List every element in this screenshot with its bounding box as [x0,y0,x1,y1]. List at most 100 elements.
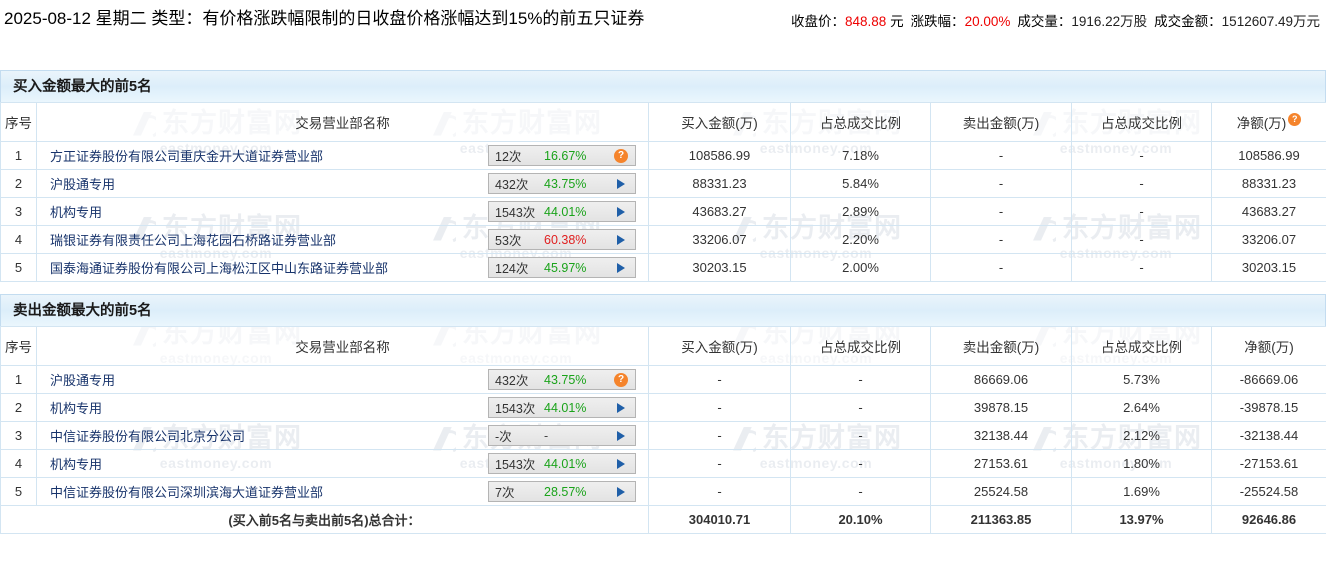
net-amount: -25524.58 [1211,477,1326,506]
dept-name-cell: 机构专用 1543次 44.01% [36,197,649,226]
col-dept-name: 交易营业部名称 [36,326,649,366]
net-amount: -27153.61 [1211,449,1326,478]
table-row[interactable]: 5 国泰海通证券股份有限公司上海松江区中山东路证券营业部 124次 45.97% 302… [0,253,1326,282]
summary-net-amount: 92646.86 [1211,505,1326,534]
buy-amount: 88331.23 [648,169,791,198]
table-row[interactable]: 4 瑞银证券有限责任公司上海花园石桥路证券营业部 53次 60.38% 33206.07… [0,225,1326,254]
col-sell-pct: 占总成交比例 [1071,102,1212,142]
trade-win-rate: 43.75% [544,372,587,387]
dept-name-link[interactable]: 机构专用 [50,457,103,472]
table-row[interactable]: 2 沪股通专用 432次 43.75% 88331.23 5.84% - -88331.23 [0,169,1326,198]
col-net-label: 净额(万) [1236,116,1287,131]
triangle-right-icon[interactable] [617,178,625,189]
trade-count-badge[interactable]: -次 - [488,425,636,446]
dept-name-link[interactable]: 方正证券股份有限公司重庆金开大道证券营业部 [50,149,324,164]
trade-count: 12次 [495,150,522,164]
net-amount: 30203.15 [1211,253,1326,282]
trade-win-rate: 44.01% [544,400,587,415]
trade-win-rate: 16.67% [544,148,587,163]
col-buy-pct: 占总成交比例 [790,102,931,142]
triangle-right-icon[interactable] [617,430,625,441]
trade-count-badge[interactable]: 432次 43.75% [488,173,636,194]
buy-amount: - [648,477,791,506]
sell-amount: 39878.15 [930,393,1072,422]
buy-pct: 2.00% [790,253,931,282]
badge-icon-slot [613,206,629,217]
row-index: 1 [0,141,37,170]
volume-value: 1916.22万股 [1071,14,1148,29]
sell-pct: - [1071,225,1212,254]
buy-pct: - [790,449,931,478]
dept-name-link[interactable]: 机构专用 [50,205,103,220]
dept-name-link[interactable]: 沪股通专用 [50,373,116,388]
table-row[interactable]: 3 机构专用 1543次 44.01% 43683.27 2.89% - -43683.27 [0,197,1326,226]
net-amount: 33206.07 [1211,225,1326,254]
trade-count: 1543次 [495,206,536,220]
badge-icon-slot [613,486,629,497]
col-sell-amount: 卖出金额(万) [930,102,1072,142]
summary-buy-pct: 20.10% [790,505,931,534]
triangle-right-icon[interactable] [617,458,625,469]
net-amount: -32138.44 [1211,421,1326,450]
triangle-right-icon[interactable] [617,402,625,413]
buy-table-header-row: 序号 交易营业部名称 买入金额(万) 占总成交比例 卖出金额(万) 占总成交比例… [0,102,1326,142]
dept-name-link[interactable]: 国泰海通证券股份有限公司上海松江区中山东路证券营业部 [50,261,389,276]
trade-count-badge[interactable]: 1543次 44.01% [488,201,636,222]
dept-name-cell: 沪股通专用 432次 43.75%? [36,365,649,394]
trade-count-badge[interactable]: 124次 45.97% [488,257,636,278]
row-index: 4 [0,225,37,254]
dept-name-link[interactable]: 中信证券股份有限公司深圳滨海大道证券营业部 [50,485,324,500]
dept-name-link[interactable]: 沪股通专用 [50,177,116,192]
table-row[interactable]: 1 沪股通专用 432次 43.75%? - -86669.06 5.73% -86669.0… [0,365,1326,394]
question-icon[interactable]: ? [614,148,628,163]
table-row[interactable]: 1 方正证券股份有限公司重庆金开大道证券营业部 12次 16.67%? 108586.9… [0,141,1326,170]
row-index: 5 [0,477,37,506]
trade-count-badge[interactable]: 432次 43.75%? [488,369,636,390]
sell-pct: - [1071,141,1212,170]
turnover-label: 成交金额： [1154,14,1222,29]
buy-amount: - [648,421,791,450]
trade-count: 432次 [495,374,529,388]
dept-name-link[interactable]: 中信证券股份有限公司北京分公司 [50,429,246,444]
summary-row: (买入前5名与卖出前5名)总合计： 304010.71 20.10% 21136… [0,505,1326,534]
page-header: 2025-08-12 星期二 类型：有价格涨跌幅限制的日收盘价格涨幅达到15%的… [0,0,1326,70]
triangle-right-icon[interactable] [617,486,625,497]
col-buy-amount: 买入金额(万) [648,102,791,142]
triangle-right-icon[interactable] [617,262,625,273]
dept-name-link[interactable]: 机构专用 [50,401,103,416]
row-index: 5 [0,253,37,282]
badge-icon-slot: ? [613,148,629,163]
table-row[interactable]: 5 中信证券股份有限公司深圳滨海大道证券营业部 7次 28.57% - -25524.58… [0,477,1326,506]
trade-count-badge[interactable]: 7次 28.57% [488,481,636,502]
row-index: 3 [0,421,37,450]
trade-win-rate: 44.01% [544,204,587,219]
buy-section-title: 买入金额最大的前5名 [0,70,1326,102]
sell-amount: - [930,197,1072,226]
dept-name-cell: 机构专用 1543次 44.01% [36,449,649,478]
trade-win-rate: - [544,428,549,443]
sell-amount: 25524.58 [930,477,1072,506]
buy-pct: - [790,393,931,422]
question-icon[interactable]: ? [614,372,628,387]
sell-amount: 27153.61 [930,449,1072,478]
trade-count-badge[interactable]: 1543次 44.01% [488,397,636,418]
trade-count-badge[interactable]: 53次 60.38% [488,229,636,250]
table-row[interactable]: 4 机构专用 1543次 44.01% - -27153.61 1.80% -27153.61 [0,449,1326,478]
net-amount: -39878.15 [1211,393,1326,422]
col-dept-name: 交易营业部名称 [36,102,649,142]
help-icon[interactable]: ? [1288,113,1302,126]
summary-label: (买入前5名与卖出前5名)总合计： [0,505,649,534]
trade-count-badge[interactable]: 12次 16.67%? [488,145,636,166]
buy-pct: 2.20% [790,225,931,254]
table-row[interactable]: 2 机构专用 1543次 44.01% - -39878.15 2.64% -39878.15 [0,393,1326,422]
table-row[interactable]: 3 中信证券股份有限公司北京分公司 -次 - - -32138.44 2.12% -32138… [0,421,1326,450]
dept-name-link[interactable]: 瑞银证券有限责任公司上海花园石桥路证券营业部 [50,233,337,248]
close-price-unit: 元 [890,14,904,29]
triangle-right-icon[interactable] [617,206,625,217]
triangle-right-icon[interactable] [617,234,625,245]
close-price-value: 848.88 [845,14,887,29]
turnover-value: 1512607.49万元 [1221,14,1320,29]
trade-count-badge[interactable]: 1543次 44.01% [488,453,636,474]
row-index: 2 [0,393,37,422]
row-index: 3 [0,197,37,226]
